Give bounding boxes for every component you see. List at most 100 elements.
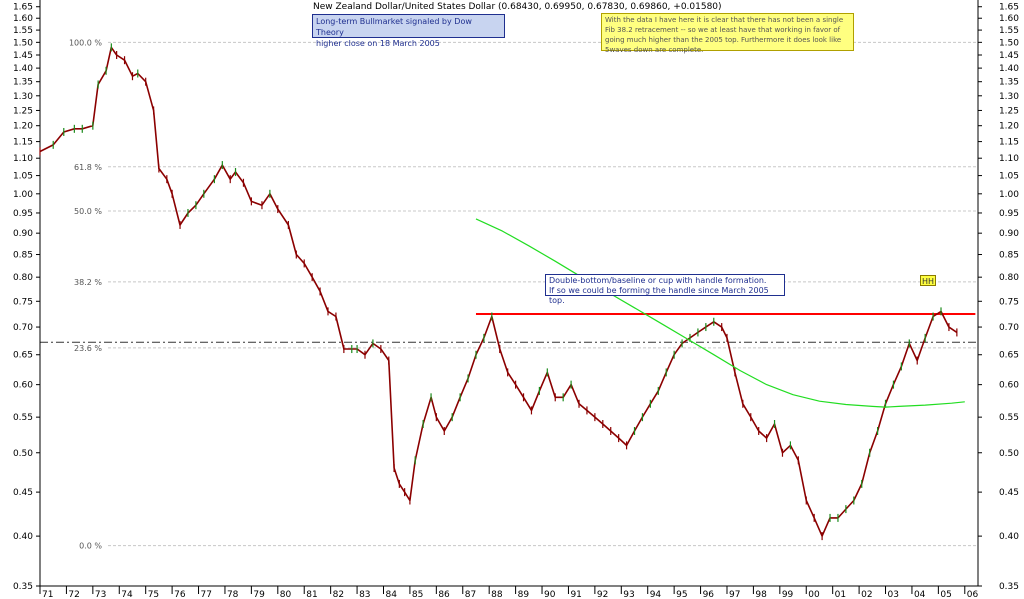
y-tick-label-right-14: 0.95 — [999, 209, 1019, 219]
x-tick-label-35: 06 — [967, 590, 979, 599]
fib-label-2: 50.0 % — [74, 207, 102, 216]
y-tick-label-right-2: 1.55 — [999, 26, 1019, 36]
pattern-note-line2: If so we could be forming the handle sin… — [549, 286, 769, 305]
pattern-note: Double-bottom/baseline or cup with handl… — [545, 274, 785, 305]
fib-label-4: 23.6 % — [74, 344, 102, 353]
x-tick-label-27: 98 — [755, 590, 767, 599]
y-tick-label-right-23: 0.50 — [999, 449, 1019, 459]
y-tick-label-right-3: 1.50 — [999, 38, 1019, 48]
fib-comment-text: With the data I have here it is clear th… — [605, 16, 844, 54]
x-tick-label-8: 79 — [253, 590, 265, 599]
y-tick-label-left-6: 1.35 — [13, 78, 33, 88]
y-tick-label-left-11: 1.10 — [13, 154, 33, 164]
data-series — [39, 43, 976, 541]
y-tick-label-right-20: 0.65 — [999, 351, 1019, 361]
y-tick-label-right-7: 1.30 — [999, 92, 1019, 102]
y-tick-label-right-4: 1.45 — [999, 51, 1019, 61]
axes: 1.65 1.651.60 1.601.55 1.551.50 1.501.45 1.45… — [13, 0, 1019, 599]
x-tick-label-20: 91 — [570, 590, 581, 599]
fib-label-3: 38.2 % — [74, 278, 102, 287]
y-tick-label-right-19: 0.70 — [999, 323, 1019, 333]
fib-label-1: 61.8 % — [74, 163, 102, 172]
bullmarket-note-line2: higher close on 18 March 2005 — [316, 39, 440, 48]
y-tick-label-right-11: 1.10 — [999, 154, 1019, 164]
x-tick-label-30: 01 — [835, 590, 846, 599]
y-tick-label-left-13: 1.00 — [13, 190, 33, 200]
y-tick-label-left-12: 1.05 — [13, 172, 33, 182]
x-tick-label-7: 78 — [227, 590, 239, 599]
y-tick-label-left-1: 1.60 — [13, 14, 33, 24]
x-tick-label-21: 92 — [597, 590, 608, 599]
y-tick-label-left-3: 1.50 — [13, 38, 33, 48]
fib-label-5: 0.0 % — [79, 542, 102, 551]
x-tick-label-19: 90 — [544, 590, 556, 599]
x-tick-label-16: 87 — [465, 590, 476, 599]
x-tick-label-25: 96 — [703, 590, 715, 599]
x-tick-label-15: 86 — [438, 590, 450, 599]
y-tick-label-left-22: 0.55 — [13, 413, 33, 423]
y-tick-label-left-20: 0.65 — [13, 351, 33, 361]
x-tick-label-2: 73 — [95, 590, 106, 599]
y-tick-label-left-9: 1.20 — [13, 122, 33, 132]
y-tick-label-right-9: 1.20 — [999, 122, 1019, 132]
chart-title: New Zealand Dollar/United States Dollar … — [313, 2, 722, 12]
x-tick-label-33: 04 — [914, 590, 926, 599]
x-tick-label-22: 93 — [623, 590, 634, 599]
y-tick-label-right-17: 0.80 — [999, 273, 1019, 283]
x-tick-label-26: 97 — [729, 590, 740, 599]
pattern-note-line1: Double-bottom/baseline or cup with handl… — [549, 276, 767, 285]
y-tick-label-right-21: 0.60 — [999, 381, 1019, 391]
x-tick-label-34: 05 — [940, 590, 951, 599]
hh-badge: HH — [920, 275, 936, 286]
y-tick-label-left-0: 1.65 — [13, 3, 33, 13]
x-tick-label-11: 82 — [333, 590, 344, 599]
y-tick-label-left-8: 1.25 — [13, 106, 33, 116]
bullmarket-note-line1: Long-term Bullmarket signaled by Dow The… — [316, 17, 472, 37]
y-tick-label-right-13: 1.00 — [999, 190, 1019, 200]
x-tick-label-12: 83 — [359, 590, 370, 599]
x-tick-label-3: 74 — [121, 590, 133, 599]
x-tick-label-23: 94 — [650, 590, 662, 599]
y-tick-label-left-16: 0.85 — [13, 251, 33, 261]
y-tick-label-right-25: 0.40 — [999, 532, 1019, 542]
y-tick-label-right-24: 0.45 — [999, 488, 1019, 498]
x-tick-label-14: 85 — [412, 590, 423, 599]
y-tick-label-right-6: 1.35 — [999, 78, 1019, 88]
bullmarket-note: Long-term Bullmarket signaled by Dow The… — [312, 14, 505, 48]
y-tick-label-left-14: 0.95 — [13, 209, 33, 219]
y-tick-label-right-0: 1.65 — [999, 3, 1019, 13]
x-tick-label-24: 95 — [676, 590, 687, 599]
x-tick-label-10: 81 — [306, 590, 317, 599]
y-tick-label-left-21: 0.60 — [13, 381, 33, 391]
x-tick-label-18: 89 — [518, 590, 530, 599]
y-tick-label-left-17: 0.80 — [13, 273, 33, 283]
x-tick-label-0: 71 — [42, 590, 53, 599]
fib-levels: 100.0 % 61.8 % 50.0 % 38.2 % 23.6 % 0.0 % — [40, 38, 978, 551]
y-tick-label-left-26: 0.35 — [13, 582, 33, 592]
y-tick-label-left-23: 0.50 — [13, 449, 33, 459]
series-line-1 — [475, 218, 965, 408]
y-tick-label-left-7: 1.30 — [13, 92, 33, 102]
y-tick-label-left-15: 0.90 — [13, 229, 33, 239]
y-tick-label-right-8: 1.25 — [999, 106, 1019, 116]
x-tick-label-13: 84 — [385, 590, 397, 599]
x-tick-label-31: 02 — [861, 590, 872, 599]
fib-label-0: 100.0 % — [69, 38, 102, 47]
x-tick-label-17: 88 — [491, 590, 503, 599]
y-tick-label-right-1: 1.60 — [999, 14, 1019, 24]
y-tick-label-left-24: 0.45 — [13, 488, 33, 498]
y-tick-label-left-25: 0.40 — [13, 532, 33, 542]
y-tick-label-right-5: 1.40 — [999, 64, 1019, 74]
y-tick-label-left-18: 0.75 — [13, 297, 33, 307]
y-tick-label-right-26: 0.35 — [999, 582, 1019, 592]
y-tick-label-right-22: 0.55 — [999, 413, 1019, 423]
x-tick-label-32: 03 — [888, 590, 899, 599]
x-tick-label-28: 99 — [782, 590, 794, 599]
y-tick-label-left-5: 1.40 — [13, 64, 33, 74]
x-tick-label-4: 75 — [148, 590, 159, 599]
x-tick-label-1: 72 — [68, 590, 79, 599]
y-tick-label-right-10: 1.15 — [999, 138, 1019, 148]
y-tick-label-right-12: 1.05 — [999, 172, 1019, 182]
fib-comment-note: With the data I have here it is clear th… — [601, 13, 854, 54]
